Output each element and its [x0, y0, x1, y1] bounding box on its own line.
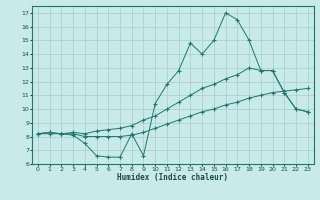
- X-axis label: Humidex (Indice chaleur): Humidex (Indice chaleur): [117, 173, 228, 182]
